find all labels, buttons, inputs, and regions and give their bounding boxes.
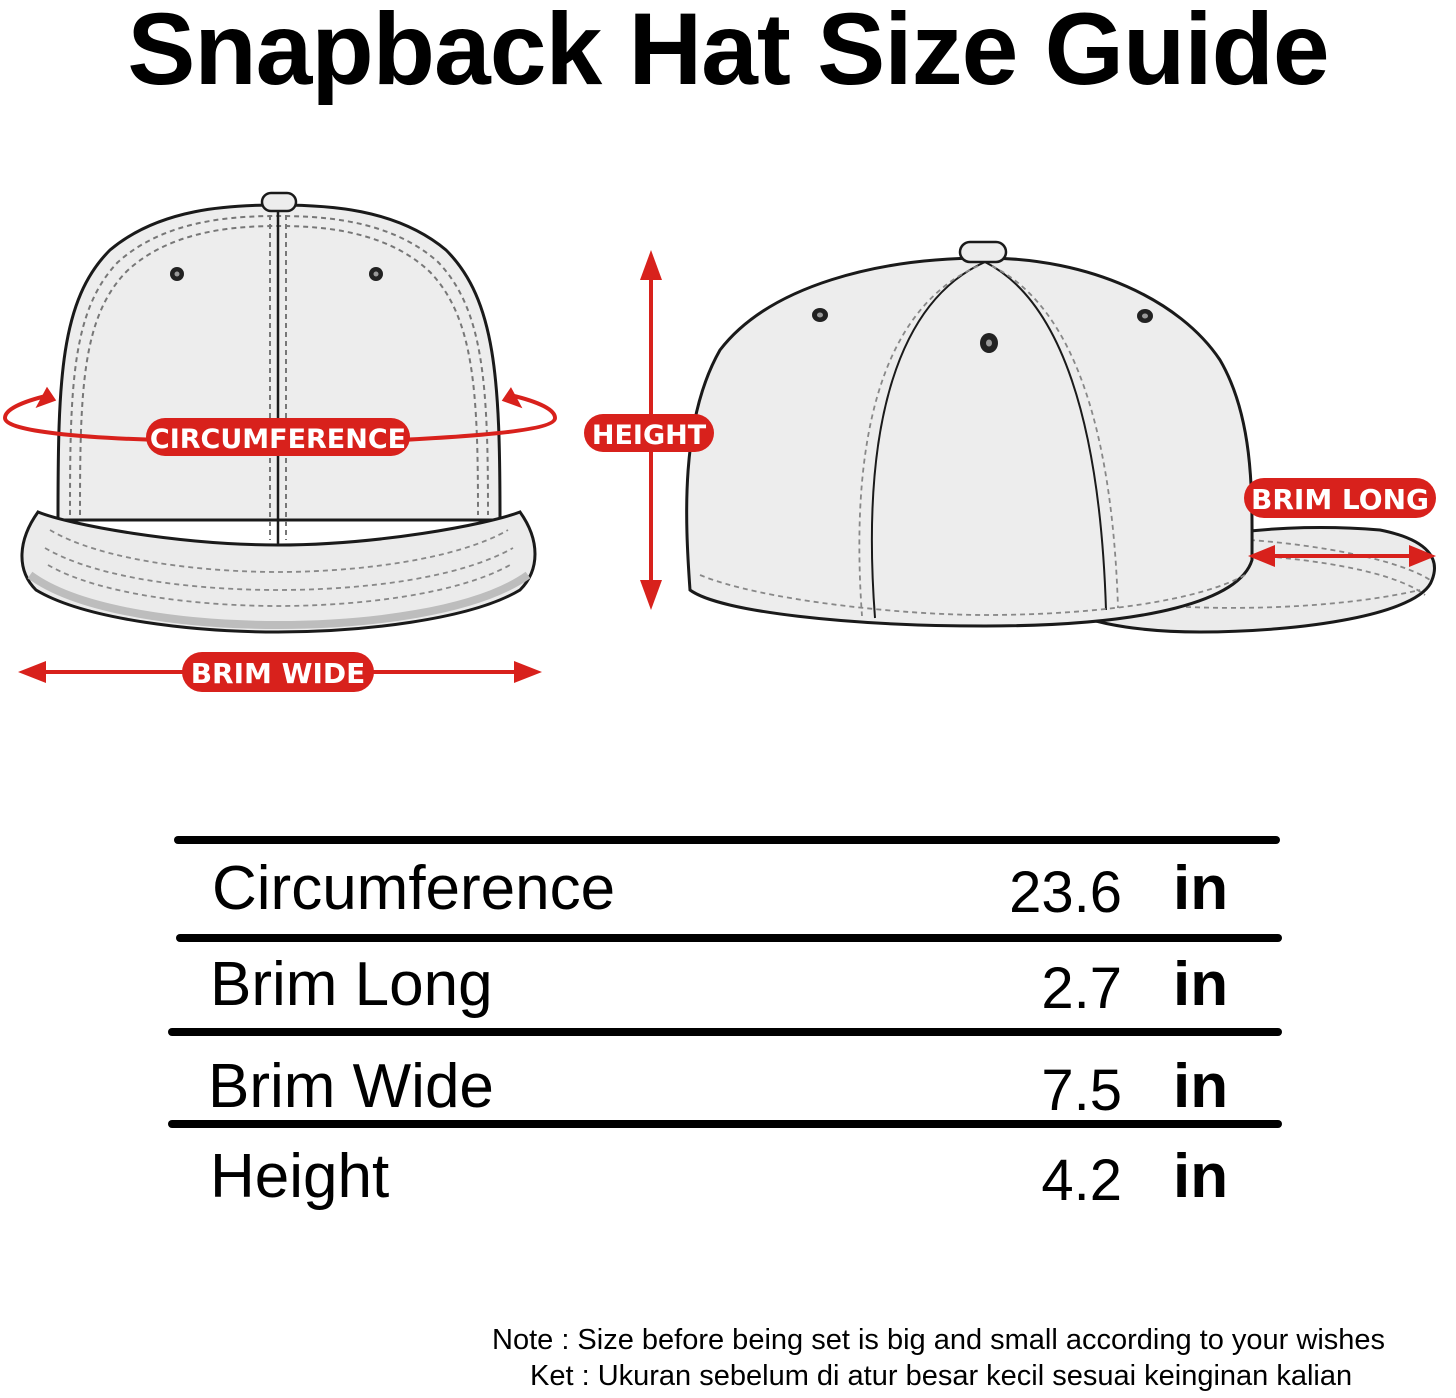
row-unit-brim-wide: in <box>1173 1052 1229 1121</box>
brim-long-indicator <box>1244 478 1436 567</box>
table-divider <box>168 1028 1282 1036</box>
row-value-brim-long: 2.7 <box>1041 956 1122 1021</box>
row-unit-brim-long: in <box>1173 950 1229 1019</box>
table-divider <box>168 1120 1282 1128</box>
brim-long-pill <box>1244 478 1436 518</box>
row-unit-circumference: in <box>1173 854 1229 923</box>
brim-wide-pill <box>182 652 374 692</box>
note-indonesian: Ket : Ukuran sebelum di atur besar kecil… <box>530 1360 1353 1392</box>
row-label-brim-wide: Brim Wide <box>208 1052 494 1121</box>
row-value-brim-wide: 7.5 <box>1041 1058 1122 1123</box>
brim-long-label: BRIM LONG <box>1251 483 1429 516</box>
row-value-circumference: 23.6 <box>1009 860 1122 925</box>
height-indicator <box>584 250 714 610</box>
row-value-height: 4.2 <box>1041 1148 1122 1213</box>
brim-wide-label: BRIM WIDE <box>191 657 366 690</box>
row-label-height: Height <box>210 1142 390 1211</box>
page-title: Snapback Hat Size Guide <box>127 0 1329 106</box>
circumference-indicator <box>2 386 558 456</box>
row-label-circumference: Circumference <box>212 854 616 923</box>
height-pill <box>584 414 714 452</box>
circumference-pill <box>146 418 410 456</box>
note-english: Note : Size before being set is big and … <box>492 1324 1386 1356</box>
hat-diagram: CIRCUMFERENCE BRIM WIDE HEIGHT BRIM LONG <box>2 191 1436 692</box>
table-divider <box>174 836 1280 844</box>
front-hat-illustration <box>20 191 537 634</box>
row-unit-height: in <box>1173 1142 1229 1211</box>
side-hat-illustration <box>685 240 1436 634</box>
height-label: HEIGHT <box>592 420 707 451</box>
brim-wide-indicator <box>18 652 542 692</box>
circumference-label: CIRCUMFERENCE <box>150 424 406 455</box>
table-divider <box>176 934 1282 942</box>
row-label-brim-long: Brim Long <box>210 950 493 1019</box>
